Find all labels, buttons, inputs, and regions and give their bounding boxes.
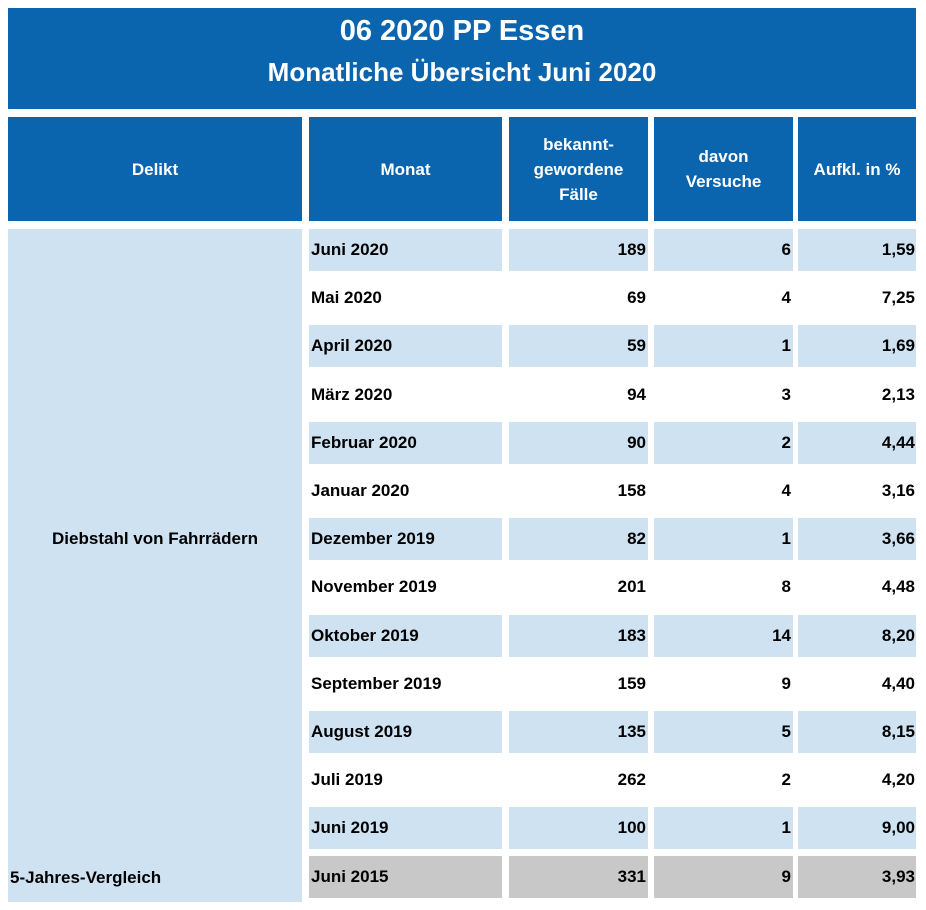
row-versuche: 14: [654, 614, 793, 657]
row-versuche: 6: [654, 229, 793, 271]
table-row: Juni 2020 189 6 1,59: [0, 229, 926, 271]
row-aufkl: 3,16: [881, 481, 915, 500]
row-faelle: 201: [617, 577, 646, 597]
row-versuche: 8: [781, 577, 791, 597]
row-aufkl: 4,40: [881, 673, 915, 693]
row-monat: Februar 2020: [309, 421, 502, 464]
row-aufkl: 2,13: [881, 384, 915, 404]
row-aufkl: 8,15: [798, 711, 916, 753]
row-aufkl: 4,20: [881, 770, 915, 790]
row-versuche: 4: [781, 481, 791, 500]
title-banner: 06 2020 PP Essen Monatliche Übersicht Ju…: [8, 8, 916, 109]
row-versuche: 1: [654, 518, 793, 561]
row-faelle: 135: [509, 711, 648, 753]
row-monat: Juli 2019: [311, 770, 383, 790]
row-monat: Juni 2019: [309, 807, 502, 850]
vergleich-aufkl: 3,93: [798, 856, 916, 898]
table-row: Juli 2019 262 2 4,20: [0, 759, 926, 801]
row-faelle: 82: [509, 518, 648, 561]
table-row: November 2019 201 8 4,48: [0, 566, 926, 608]
row-aufkl: 7,25: [881, 288, 915, 308]
row-faelle: 69: [627, 288, 646, 308]
row-faelle: 158: [617, 481, 646, 500]
table-row: August 2019 135 5 8,15: [0, 711, 926, 753]
column-header-versuche: davon Versuche: [654, 117, 793, 221]
row-versuche: 2: [654, 421, 793, 464]
page-title: 06 2020 PP Essen: [339, 15, 585, 47]
table-row: Februar 2020 90 2 4,44: [0, 421, 926, 464]
delikt-label: Diebstahl von Fahrrädern: [52, 529, 258, 548]
row-versuche: 5: [654, 711, 793, 753]
row-faelle: 94: [627, 384, 646, 404]
table-row: Mai 2020 69 4 7,25: [0, 277, 926, 319]
row-monat: Januar 2020: [311, 481, 410, 500]
row-monat: Mai 2020: [311, 288, 382, 308]
row-aufkl: 4,44: [798, 421, 916, 464]
row-aufkl: 4,48: [881, 577, 915, 597]
table-row: März 2020 94 3 2,13: [0, 374, 926, 416]
row-faelle: 189: [509, 229, 648, 271]
row-faelle: 159: [617, 673, 646, 693]
column-header-faelle-line1: bekannt-: [543, 134, 614, 154]
row-aufkl: 8,20: [798, 614, 916, 657]
column-header-faelle: bekannt- gewordene Fälle: [509, 117, 648, 221]
row-monat: Dezember 2019: [309, 518, 502, 561]
vergleich-cell: [8, 851, 302, 902]
row-monat: Juni 2020: [309, 229, 502, 271]
row-faelle: 262: [617, 770, 646, 790]
column-header-delikt-label: Delikt: [131, 159, 179, 179]
column-header-aufkl-label: Aufkl. in %: [813, 159, 901, 179]
delikt-cell: [8, 229, 302, 851]
table-row: April 2020 59 1 1,69: [0, 325, 926, 368]
column-header-versuche-line2: Versuche: [685, 172, 762, 191]
row-aufkl: 3,66: [798, 518, 916, 561]
column-header-faelle-line3: Fälle: [559, 184, 598, 204]
vergleich-label: 5-Jahres-Vergleich: [10, 868, 162, 887]
row-aufkl: 1,59: [798, 229, 916, 271]
row-versuche: 3: [781, 384, 791, 404]
row-versuche: 4: [781, 288, 791, 308]
table-row: Dezember 2019 82 1 3,66: [0, 518, 926, 561]
row-versuche: 1: [654, 325, 793, 368]
vergleich-faelle: 331: [509, 856, 648, 898]
column-header-versuche-line1: davon: [698, 147, 749, 166]
row-faelle: 100: [509, 807, 648, 850]
row-versuche: 9: [781, 673, 791, 693]
column-header-aufkl: Aufkl. in %: [798, 117, 916, 221]
column-header-delikt: Delikt: [8, 117, 302, 221]
page-subtitle: Monatliche Übersicht Juni 2020: [267, 57, 657, 87]
table-row: Januar 2020 158 4 3,16: [0, 470, 926, 512]
row-versuche: 2: [781, 770, 791, 790]
row-monat: Oktober 2019: [309, 614, 502, 657]
row-monat: August 2019: [309, 711, 502, 753]
column-header-monat-label: Monat: [380, 159, 431, 179]
row-monat: September 2019: [311, 673, 442, 693]
column-header-monat: Monat: [309, 117, 502, 221]
row-faelle: 183: [509, 614, 648, 657]
row-aufkl: 9,00: [798, 807, 916, 850]
row-monat: April 2020: [309, 325, 502, 368]
vergleich-versuche: 9: [654, 856, 793, 898]
table-row: Juni 2019 100 1 9,00: [0, 807, 926, 850]
table-row: September 2019 159 9 4,40: [0, 663, 926, 705]
row-faelle: 59: [509, 325, 648, 368]
vergleich-monat: Juni 2015: [309, 856, 502, 898]
table-row: Oktober 2019 183 14 8,20: [0, 614, 926, 657]
row-versuche: 1: [654, 807, 793, 850]
row-monat: März 2020: [311, 384, 393, 404]
column-header-faelle-line2: gewordene: [533, 159, 624, 179]
row-aufkl: 1,69: [798, 325, 916, 368]
row-faelle: 90: [509, 421, 648, 464]
row-monat: November 2019: [311, 577, 437, 597]
vergleich-row: Juni 2015 331 9 3,93: [0, 856, 926, 898]
